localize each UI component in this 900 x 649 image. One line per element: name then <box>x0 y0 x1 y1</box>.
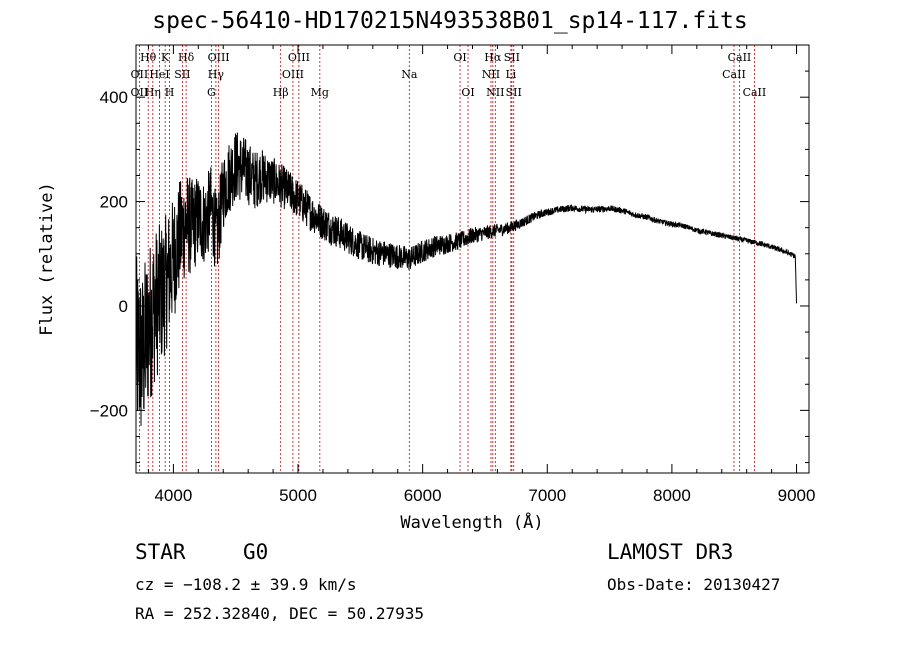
y-axis-label: Flux (relative) <box>37 182 57 336</box>
line-label: Hδ <box>178 51 195 64</box>
y-tick-label: 400 <box>100 88 128 107</box>
x-axis-label: Wavelength (Å) <box>400 511 543 533</box>
line-label: Hη <box>145 86 161 99</box>
y-tick-label: 0 <box>119 297 128 316</box>
line-label: Mg <box>311 86 329 99</box>
redshift-cz: cz = −108.2 ± 39.9 km/s <box>135 575 357 594</box>
line-label: SII <box>504 51 520 64</box>
line-label: OI <box>453 51 466 64</box>
x-tick-label: 9000 <box>778 486 816 505</box>
line-label: Hθ <box>140 51 157 64</box>
x-axis-ticks: 4000 5000 6000 7000 8000 9000 <box>147 45 816 505</box>
spectral-line-markers <box>138 45 755 473</box>
y-tick-label: −200 <box>90 401 128 420</box>
line-label: Hγ <box>208 68 225 81</box>
object-class: STAR <box>135 540 186 564</box>
line-label: HeI <box>149 68 169 81</box>
y-tick-label: 200 <box>100 193 128 212</box>
x-tick-label: 4000 <box>154 486 192 505</box>
line-label: G <box>207 86 216 99</box>
x-tick-label: 5000 <box>279 486 317 505</box>
line-label: OII <box>131 68 149 81</box>
line-label: Hβ <box>273 86 289 99</box>
line-label: OIII <box>282 68 304 81</box>
line-label: K <box>161 51 170 64</box>
object-subclass: G0 <box>243 540 269 564</box>
observation-date: Obs-Date: 20130427 <box>607 575 781 594</box>
x-tick-label: 7000 <box>528 486 566 505</box>
spectrum-series-line <box>135 132 797 426</box>
x-tick-label: 8000 <box>653 486 691 505</box>
chart-title: spec-56410-HD170215N493538B01_sp14-117.f… <box>152 8 748 34</box>
line-label: CaII <box>743 86 767 99</box>
line-label: NII <box>486 86 504 99</box>
line-label: H <box>165 86 175 99</box>
line-label: SII <box>174 68 190 81</box>
line-label: NII <box>482 68 500 81</box>
y-axis-ticks: −200 0 200 400 <box>90 44 809 464</box>
line-label: OIII <box>288 51 310 64</box>
line-label: Li <box>505 68 516 81</box>
line-label: OI <box>461 86 474 99</box>
x-tick-label: 6000 <box>404 486 442 505</box>
line-label: Hα <box>484 51 502 64</box>
line-label: Na <box>401 68 418 81</box>
survey-name: LAMOST DR3 <box>607 540 734 564</box>
coordinates: RA = 252.32840, DEC = 50.27935 <box>135 604 424 623</box>
line-label: CaII <box>722 68 746 81</box>
line-label: CaII <box>728 51 752 64</box>
line-label: SII <box>506 86 522 99</box>
line-label: OIII <box>208 51 230 64</box>
line-label: OII <box>131 86 149 99</box>
plot-frame <box>135 44 810 474</box>
